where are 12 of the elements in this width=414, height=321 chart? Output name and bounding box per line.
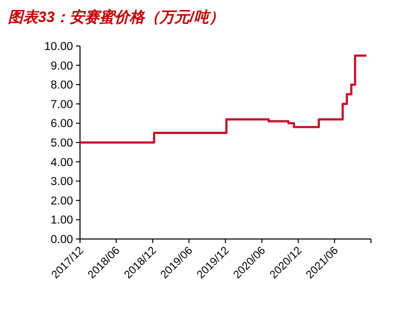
y-tick-label: 7.00: [50, 98, 73, 111]
y-tick-label: 10.00: [44, 41, 73, 53]
y-tick-label: 5.00: [50, 138, 73, 150]
chart-title: 图表33：安赛蜜价格（万元/吨）: [8, 8, 224, 26]
y-tick-label: 6.00: [50, 118, 73, 130]
y-tick-label: 1.00: [50, 214, 73, 227]
y-tick-label: 2.00: [50, 195, 73, 208]
y-tick-label: 8.00: [50, 80, 73, 92]
y-tick-label: 4.00: [50, 156, 73, 169]
y-tick-label: 0.00: [50, 234, 73, 246]
y-tick-label: 9.00: [50, 60, 73, 72]
y-tick-label: 3.00: [50, 176, 73, 188]
